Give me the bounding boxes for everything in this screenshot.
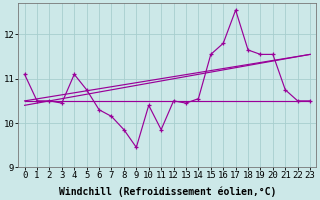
X-axis label: Windchill (Refroidissement éolien,°C): Windchill (Refroidissement éolien,°C) (59, 186, 276, 197)
